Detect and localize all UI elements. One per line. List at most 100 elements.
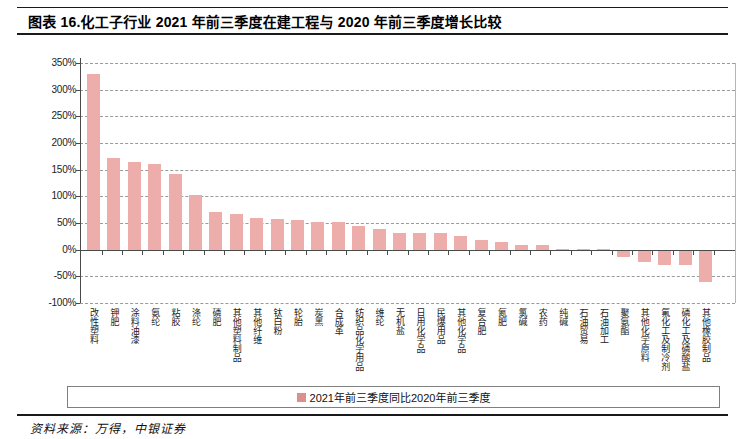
gridline bbox=[80, 63, 735, 64]
bar bbox=[128, 162, 141, 250]
x-axis-tick bbox=[326, 251, 327, 255]
bar bbox=[495, 242, 508, 250]
gridline bbox=[80, 90, 735, 91]
category-label: 其他化学品 bbox=[455, 308, 466, 353]
gridline bbox=[80, 116, 735, 117]
x-axis-tick bbox=[530, 251, 531, 255]
category-label: 纯碱 bbox=[557, 308, 568, 326]
bar-chart: 350%300%250%200%150%100%50%0%-50%-100%改性… bbox=[0, 0, 742, 439]
x-axis-tick bbox=[265, 251, 266, 255]
legend-marker-swatch bbox=[297, 393, 306, 402]
category-label: 维纶 bbox=[374, 308, 385, 326]
category-label: 轮胎 bbox=[292, 308, 303, 326]
x-axis-tick bbox=[591, 251, 592, 255]
category-label: 改性塑料 bbox=[88, 308, 99, 344]
bar bbox=[434, 233, 447, 250]
category-label: 其他化学原料 bbox=[639, 308, 650, 362]
category-label: 合成革 bbox=[333, 308, 344, 335]
x-axis-tick bbox=[510, 251, 511, 255]
x-axis-tick bbox=[224, 251, 225, 255]
y-axis-label: 0% bbox=[36, 244, 76, 255]
bar bbox=[291, 220, 304, 249]
y-axis-tick bbox=[76, 303, 80, 304]
category-label: 氟化工及制冷剂 bbox=[659, 308, 670, 371]
category-label: 聚氨酯 bbox=[618, 308, 629, 335]
legend-label: 2021年前三季度同比2020年前三季度 bbox=[310, 389, 491, 405]
bar bbox=[638, 251, 651, 263]
y-axis-label: -100% bbox=[36, 297, 76, 308]
bar bbox=[475, 240, 488, 250]
category-label: 钛白粉 bbox=[272, 308, 283, 335]
bar bbox=[87, 74, 100, 250]
bar bbox=[699, 251, 712, 282]
bar bbox=[250, 218, 263, 250]
category-label: 其他纤维 bbox=[251, 308, 262, 344]
gridline bbox=[80, 303, 735, 304]
gridline bbox=[80, 143, 735, 144]
x-axis-tick bbox=[306, 251, 307, 255]
category-label: 磷肥 bbox=[210, 308, 221, 326]
x-axis-tick bbox=[102, 251, 103, 255]
legend: 2021年前三季度同比2020年前三季度 bbox=[67, 386, 720, 408]
bar bbox=[393, 233, 406, 250]
x-axis-tick bbox=[428, 251, 429, 255]
category-label: 钾肥 bbox=[108, 308, 119, 326]
bar bbox=[597, 249, 610, 250]
bar bbox=[332, 222, 345, 250]
category-label: 石油贸易 bbox=[578, 308, 589, 344]
x-axis-tick bbox=[163, 251, 164, 255]
x-axis-tick bbox=[387, 251, 388, 255]
x-axis-tick bbox=[285, 251, 286, 255]
x-axis-tick bbox=[142, 251, 143, 255]
y-axis-label: 50% bbox=[36, 217, 76, 228]
bar bbox=[311, 222, 324, 250]
x-axis-tick bbox=[489, 251, 490, 255]
x-axis-tick bbox=[469, 251, 470, 255]
category-label: 氯碱 bbox=[516, 308, 527, 326]
category-label: 粘胶 bbox=[170, 308, 181, 326]
bar bbox=[577, 249, 590, 250]
bar bbox=[107, 158, 120, 250]
category-label: 氮肥 bbox=[496, 308, 507, 326]
y-axis-line bbox=[80, 58, 81, 303]
x-axis-tick bbox=[612, 251, 613, 255]
x-axis-tick bbox=[408, 251, 409, 255]
x-axis-tick bbox=[673, 251, 674, 255]
x-axis-tick bbox=[693, 251, 694, 255]
bar bbox=[658, 251, 671, 265]
x-axis-tick bbox=[183, 251, 184, 255]
plot-right-border bbox=[735, 63, 736, 303]
y-axis-label: 300% bbox=[36, 84, 76, 95]
x-axis-tick bbox=[244, 251, 245, 255]
category-label: 纺织品化学用品 bbox=[353, 308, 364, 371]
x-axis-tick bbox=[346, 251, 347, 255]
bar bbox=[189, 195, 202, 250]
y-axis-label: 150% bbox=[36, 164, 76, 175]
x-axis-tick bbox=[714, 251, 715, 255]
bar bbox=[515, 245, 528, 249]
bar bbox=[454, 236, 467, 250]
y-axis-label: 250% bbox=[36, 110, 76, 121]
category-label: 民爆用品 bbox=[435, 308, 446, 344]
x-axis-tick bbox=[652, 251, 653, 255]
bar bbox=[413, 233, 426, 250]
bar bbox=[352, 226, 365, 249]
category-label: 无机盐 bbox=[394, 308, 405, 335]
source-note: 资料来源：万得，中银证券 bbox=[30, 419, 186, 437]
y-axis-label: 350% bbox=[36, 57, 76, 68]
bar bbox=[556, 249, 569, 250]
category-label: 复合肥 bbox=[476, 308, 487, 335]
x-axis-tick bbox=[550, 251, 551, 255]
bar bbox=[536, 245, 549, 249]
gridline bbox=[80, 276, 735, 277]
category-label: 石油加工 bbox=[598, 308, 609, 344]
category-label: 农药 bbox=[537, 308, 548, 326]
x-axis-tick bbox=[204, 251, 205, 255]
report-figure: 图表 16.化工子行业 2021 年前三季度在建工程与 2020 年前三季度增长… bbox=[0, 0, 742, 439]
bar bbox=[679, 251, 692, 265]
x-axis-tick bbox=[571, 251, 572, 255]
bar bbox=[230, 214, 243, 249]
bar bbox=[373, 229, 386, 249]
y-axis-label: 200% bbox=[36, 137, 76, 148]
category-label: 磷化工及磷酸盐 bbox=[680, 308, 691, 371]
